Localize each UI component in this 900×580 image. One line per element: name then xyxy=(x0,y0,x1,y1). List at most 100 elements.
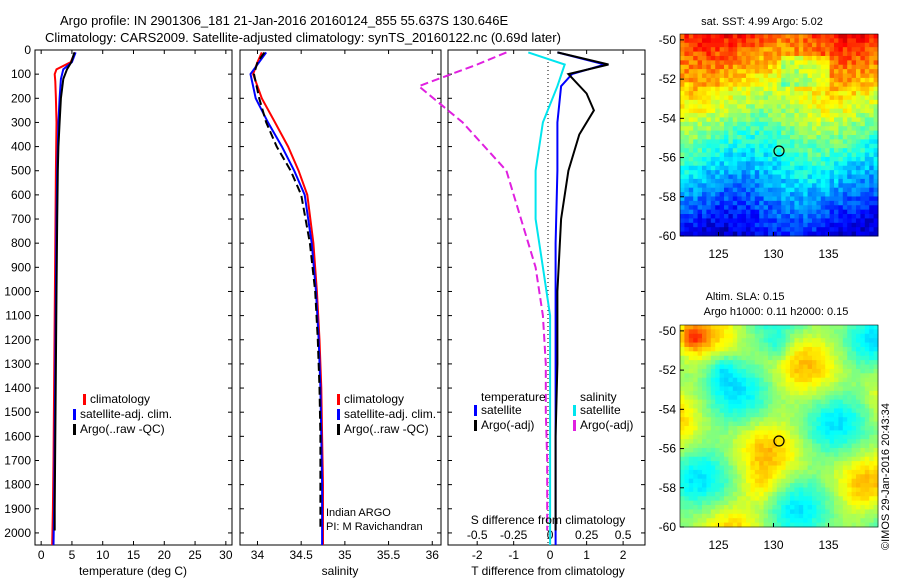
sla-cell xyxy=(842,465,848,471)
sla-cell xyxy=(693,491,699,497)
sla-cell xyxy=(825,505,831,510)
sst-cell xyxy=(680,95,685,101)
sst-cell xyxy=(715,95,721,101)
sla-cell xyxy=(834,399,839,405)
sst-cell xyxy=(706,205,712,211)
sla-cell xyxy=(794,513,800,519)
sst-cell xyxy=(851,156,857,162)
sla-cell xyxy=(869,456,875,462)
sla-cell xyxy=(794,417,800,423)
sla-cell xyxy=(838,443,844,449)
sst-cell xyxy=(728,161,734,167)
sst-cell xyxy=(693,82,699,88)
sst-cell xyxy=(807,170,813,176)
sst-cell xyxy=(834,73,839,79)
sla-cell xyxy=(706,469,712,475)
sla-cell xyxy=(816,329,822,335)
sst-cell xyxy=(869,64,875,70)
sla-cell xyxy=(798,404,804,409)
sst-cell xyxy=(834,143,839,149)
sla-cell xyxy=(873,333,879,339)
sla-cell xyxy=(820,386,826,392)
sla-cell xyxy=(790,346,795,352)
sst-cell xyxy=(719,113,725,118)
sst-cell xyxy=(688,227,694,233)
sst-cell xyxy=(702,135,707,140)
sst-cell xyxy=(820,152,826,158)
sst-cell xyxy=(838,156,844,162)
sst-cell xyxy=(856,165,861,171)
sla-cell xyxy=(781,373,787,379)
sla-cell xyxy=(710,412,716,418)
sla-cell xyxy=(816,487,822,493)
sst-cell xyxy=(864,209,870,215)
sla-cell xyxy=(869,474,875,480)
sla-cell xyxy=(759,351,765,357)
sla-cell xyxy=(680,329,685,335)
sla-cell xyxy=(807,386,813,392)
sst-cell xyxy=(803,113,809,118)
sst-cell xyxy=(759,156,765,162)
sla-cell xyxy=(829,342,835,348)
sla-cell xyxy=(680,447,685,453)
sst-cell xyxy=(781,91,787,96)
sla-cell xyxy=(710,408,716,414)
sla-cell xyxy=(719,496,725,502)
sla-cell xyxy=(851,390,857,396)
sla-cell xyxy=(741,496,747,502)
sla-cell xyxy=(732,509,738,515)
sst-cell xyxy=(816,218,822,224)
sla-cell xyxy=(820,491,826,497)
sla-cell xyxy=(838,408,844,414)
sla-cell xyxy=(794,342,800,348)
sla-cell xyxy=(680,478,685,484)
sla-cell xyxy=(754,351,760,357)
sla-cell xyxy=(746,412,751,418)
sla-cell xyxy=(785,426,791,431)
sst-cell xyxy=(873,148,879,154)
sst-cell xyxy=(706,200,712,206)
temp-x-tick-label: 25 xyxy=(188,548,202,562)
sst-cell xyxy=(702,38,707,44)
sst-cell xyxy=(763,165,769,171)
sst-cell xyxy=(697,117,703,123)
sla-cell xyxy=(719,325,725,330)
sst-cell xyxy=(719,117,725,123)
sla-cell xyxy=(737,373,743,379)
sla-cell xyxy=(873,447,879,453)
sla-cell xyxy=(728,513,734,519)
sla-cell xyxy=(719,478,725,484)
sst-cell xyxy=(785,178,791,184)
sla-cell xyxy=(684,478,690,484)
sst-cell xyxy=(715,187,721,193)
sst-cell xyxy=(790,86,795,92)
sla-cell xyxy=(790,496,795,502)
sst-cell xyxy=(684,69,690,75)
sla-cell xyxy=(825,491,831,497)
sla-cell xyxy=(746,509,751,515)
sla-cell xyxy=(820,443,826,449)
sst-cell xyxy=(772,187,778,193)
sla-cell xyxy=(772,395,778,401)
sla-cell xyxy=(728,439,734,445)
sst-cell xyxy=(706,148,712,154)
sla-cell xyxy=(873,382,879,387)
sla-cell xyxy=(856,404,861,409)
sla-cell xyxy=(754,421,760,427)
sst-cell xyxy=(860,117,866,123)
sla-cell xyxy=(768,513,773,519)
sst-cell xyxy=(864,165,870,171)
sla-cell xyxy=(754,443,760,449)
sla-cell xyxy=(864,382,870,387)
sla-cell xyxy=(684,452,690,458)
sst-cell xyxy=(754,152,760,158)
sst-cell xyxy=(737,205,743,211)
sst-cell xyxy=(864,126,870,132)
sst-cell xyxy=(851,187,857,193)
sla-cell xyxy=(794,364,800,370)
sst-cell xyxy=(746,209,751,215)
sst-cell xyxy=(873,121,879,127)
sst-cell xyxy=(834,99,839,105)
sst-cell xyxy=(680,82,685,88)
sla-cell xyxy=(715,360,721,366)
